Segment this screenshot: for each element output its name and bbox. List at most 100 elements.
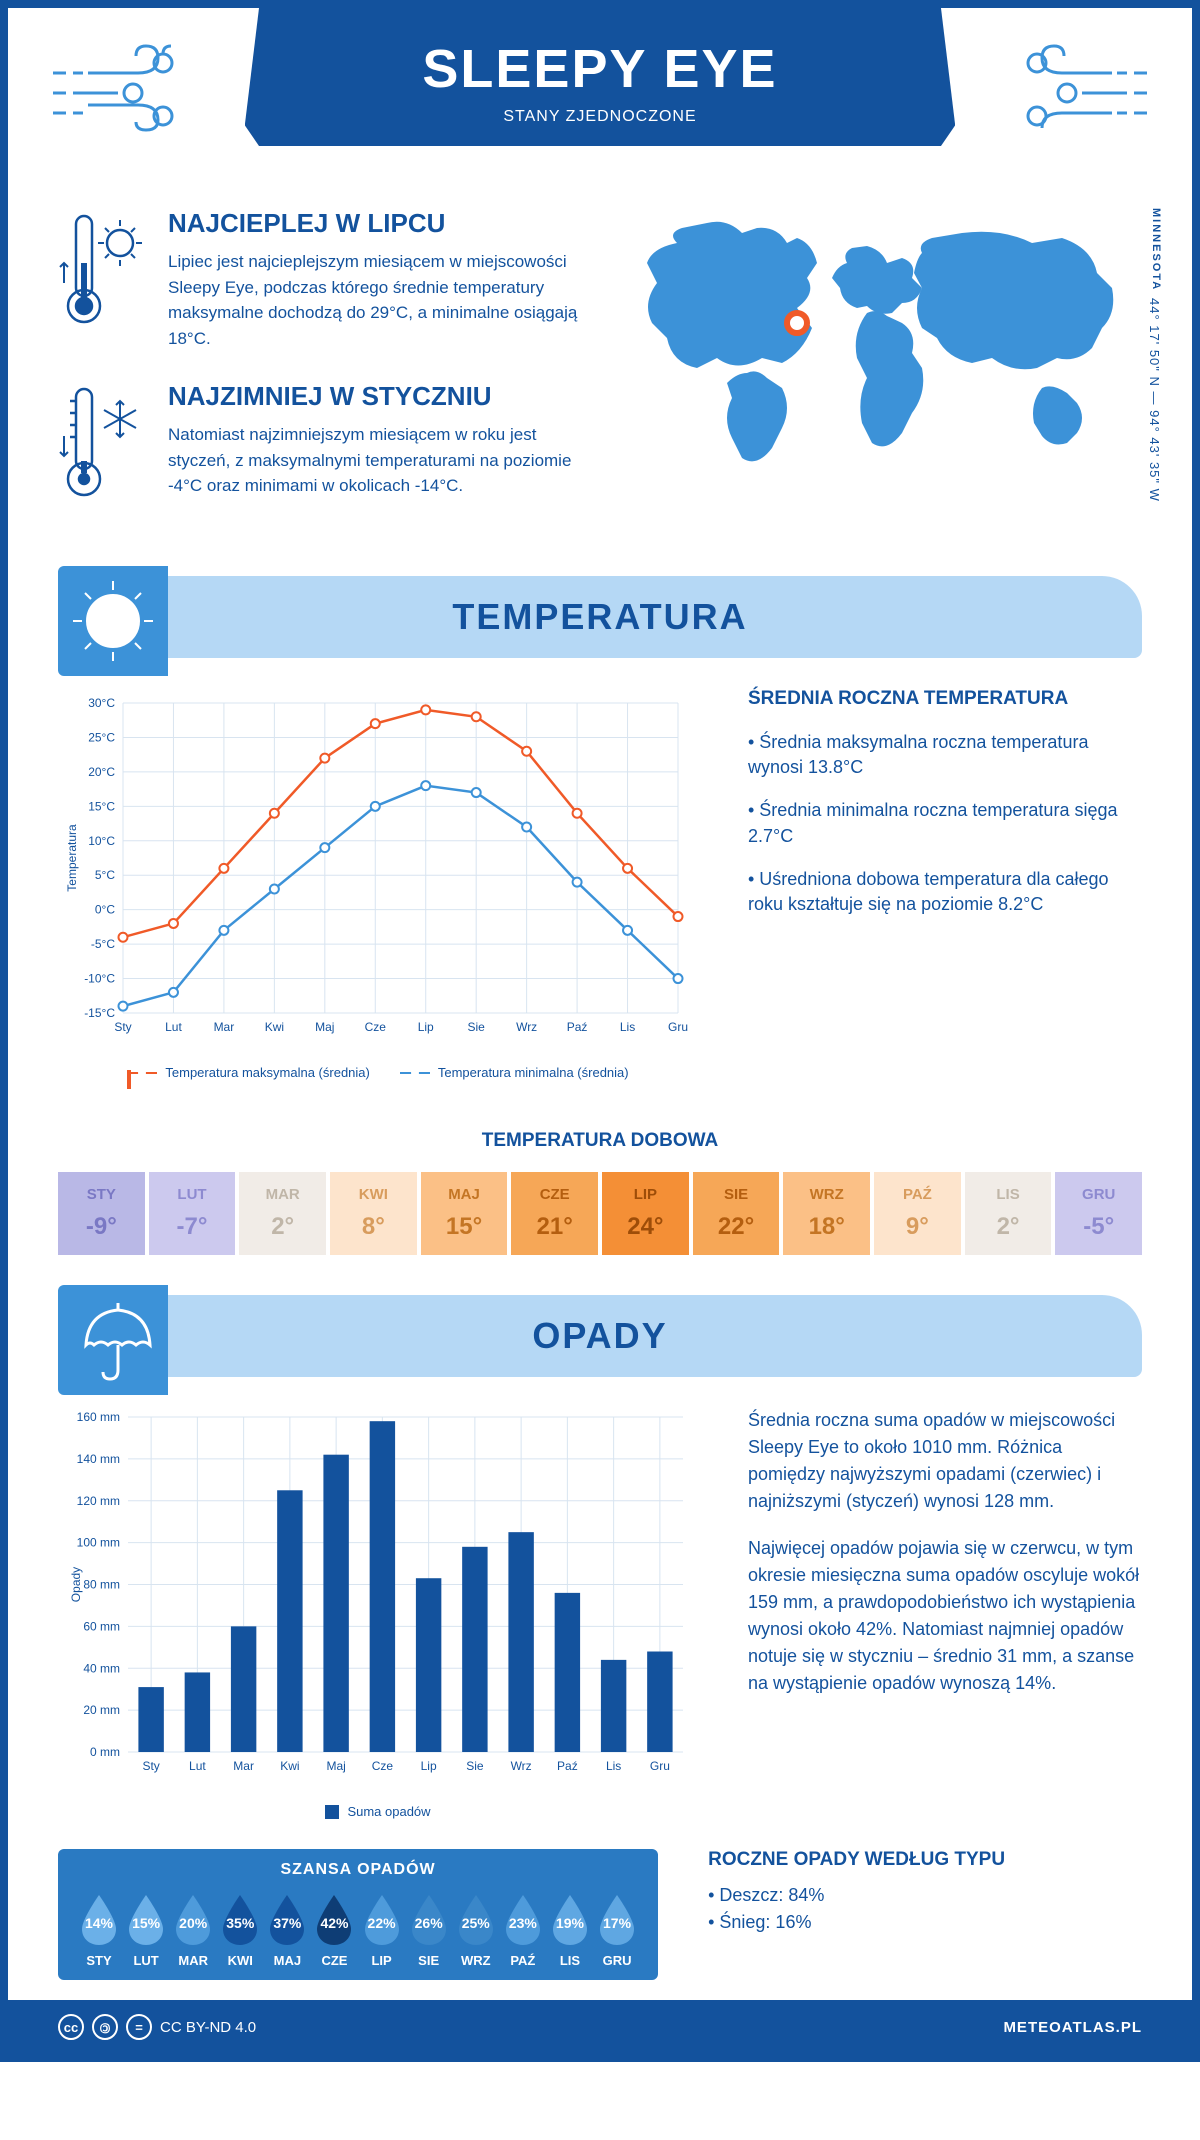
svg-text:10°C: 10°C [88, 834, 115, 848]
legend-max: Temperatura maksymalna (średnia) [165, 1065, 369, 1080]
svg-text:30°C: 30°C [88, 696, 115, 710]
chance-item: 14% STY [76, 1891, 122, 1968]
svg-text:-5°C: -5°C [91, 937, 115, 951]
svg-text:Kwi: Kwi [265, 1020, 284, 1034]
temp-cell: LIS2° [965, 1172, 1056, 1255]
wind-icon [48, 38, 188, 143]
svg-text:Lip: Lip [421, 1759, 437, 1773]
svg-text:Lut: Lut [189, 1759, 206, 1773]
warmest-title: NAJCIEPLEJ W LIPCU [168, 208, 582, 239]
svg-text:Lut: Lut [165, 1020, 182, 1034]
daily-temp-table: STY-9°LUT-7°MAR2°KWI8°MAJ15°CZE21°LIP24°… [58, 1172, 1142, 1255]
temp-cell: MAR2° [239, 1172, 330, 1255]
svg-text:Sie: Sie [466, 1759, 484, 1773]
temp-cell: PAŹ9° [874, 1172, 965, 1255]
temperature-stats: ŚREDNIA ROCZNA TEMPERATURA • Średnia mak… [748, 688, 1142, 1080]
chance-heading: SZANSA OPADÓW [76, 1861, 640, 1879]
daily-temperature: TEMPERATURA DOBOWA STY-9°LUT-7°MAR2°KWI8… [8, 1110, 1192, 1295]
coldest-text: Natomiast najzimniejszym miesiącem w rok… [168, 422, 582, 499]
svg-text:Mar: Mar [214, 1020, 235, 1034]
svg-text:Sie: Sie [468, 1020, 486, 1034]
header: SLEEPY EYE STANY ZJEDNOCZONE [8, 8, 1192, 188]
license-text: CC BY-ND 4.0 [160, 2019, 256, 2036]
temp-cell: LUT-7° [149, 1172, 240, 1255]
svg-text:Opady: Opady [69, 1567, 83, 1602]
chance-item: 17% GRU [594, 1891, 640, 1968]
state-label: MINNESOTA [1150, 208, 1162, 291]
temperature-heading: TEMPERATURA [58, 596, 1142, 638]
svg-text:140 mm: 140 mm [77, 1452, 120, 1466]
svg-text:20 mm: 20 mm [83, 1703, 120, 1717]
world-map: MINNESOTA 44° 17' 50" N — 94° 43' 35" W [622, 208, 1142, 536]
precip-p1: Średnia roczna suma opadów w miejscowośc… [748, 1407, 1142, 1515]
temperature-section-bar: TEMPERATURA [58, 576, 1142, 658]
svg-text:Gru: Gru [668, 1020, 688, 1034]
chance-item: 25% WRZ [453, 1891, 499, 1968]
temp-stats-heading: ŚREDNIA ROCZNA TEMPERATURA [748, 688, 1142, 710]
temp-cell: MAJ15° [421, 1172, 512, 1255]
precipitation-chart: 0 mm20 mm40 mm60 mm80 mm100 mm120 mm140 … [58, 1407, 698, 1819]
subtitle: STANY ZJEDNOCZONE [245, 108, 955, 126]
precipitation-types: ROCZNE OPADY WEDŁUG TYPU • Deszcz: 84% •… [708, 1849, 1142, 1980]
chance-item: 15% LUT [123, 1891, 169, 1968]
chance-item: 26% SIE [406, 1891, 452, 1968]
svg-text:0 mm: 0 mm [90, 1745, 120, 1759]
svg-text:5°C: 5°C [95, 868, 115, 882]
svg-text:Kwi: Kwi [280, 1759, 299, 1773]
svg-text:Paź: Paź [557, 1759, 578, 1773]
header-banner: SLEEPY EYE STANY ZJEDNOCZONE [245, 8, 955, 146]
rain-pct: • Deszcz: 84% [708, 1885, 1142, 1906]
svg-text:Paź: Paź [567, 1020, 588, 1034]
precipitation-content: 0 mm20 mm40 mm60 mm80 mm100 mm120 mm140 … [8, 1377, 1192, 1849]
snow-pct: • Śnieg: 16% [708, 1912, 1142, 1933]
svg-text:Maj: Maj [326, 1759, 345, 1773]
chance-item: 23% PAŹ [500, 1891, 546, 1968]
temp-stat-item: • Średnia maksymalna roczna temperatura … [748, 730, 1142, 780]
thermometer-cold-icon [58, 381, 148, 506]
svg-text:Lis: Lis [606, 1759, 621, 1773]
svg-text:160 mm: 160 mm [77, 1410, 120, 1424]
temp-cell: STY-9° [58, 1172, 149, 1255]
temp-cell: SIE22° [693, 1172, 784, 1255]
footer: cc 🄯 = CC BY-ND 4.0 METEOATLAS.PL [8, 2000, 1192, 2054]
intro-text: NAJCIEPLEJ W LIPCU Lipiec jest najcieple… [58, 208, 582, 536]
temp-stat-item: • Uśredniona dobowa temperatura dla całe… [748, 867, 1142, 917]
temp-cell: WRZ18° [783, 1172, 874, 1255]
temperature-content: -15°C-10°C-5°C0°C5°C10°C15°C20°C25°C30°C… [8, 658, 1192, 1110]
svg-text:80 mm: 80 mm [83, 1578, 120, 1592]
svg-text:Sty: Sty [142, 1759, 159, 1773]
svg-text:Mar: Mar [233, 1759, 254, 1773]
svg-text:Wrz: Wrz [516, 1020, 537, 1034]
precip-legend-label: Suma opadów [347, 1804, 430, 1819]
wind-icon [1012, 38, 1152, 143]
svg-text:0°C: 0°C [95, 903, 115, 917]
precipitation-text: Średnia roczna suma opadów w miejscowośc… [748, 1407, 1142, 1819]
warmest-block: NAJCIEPLEJ W LIPCU Lipiec jest najcieple… [58, 208, 582, 351]
svg-text:20°C: 20°C [88, 765, 115, 779]
temp-cell: KWI8° [330, 1172, 421, 1255]
coldest-block: NAJZIMNIEJ W STYCZNIU Natomiast najzimni… [58, 381, 582, 506]
svg-text:Cze: Cze [365, 1020, 387, 1034]
temp-cell: GRU-5° [1055, 1172, 1142, 1255]
svg-text:60 mm: 60 mm [83, 1619, 120, 1633]
page: SLEEPY EYE STANY ZJEDNOCZONE [0, 0, 1200, 2062]
temp-cell: LIP24° [602, 1172, 693, 1255]
warmest-text: Lipiec jest najcieplejszym miesiącem w m… [168, 249, 582, 351]
temp-cell: CZE21° [511, 1172, 602, 1255]
svg-text:15°C: 15°C [88, 799, 115, 813]
thermometer-hot-icon [58, 208, 148, 351]
svg-text:-15°C: -15°C [84, 1006, 115, 1020]
svg-text:25°C: 25°C [88, 730, 115, 744]
chance-item: 20% MAR [170, 1891, 216, 1968]
svg-text:120 mm: 120 mm [77, 1494, 120, 1508]
site-name: METEOATLAS.PL [1003, 2019, 1142, 2036]
svg-text:Wrz: Wrz [511, 1759, 532, 1773]
chance-item: 42% CZE [311, 1891, 357, 1968]
svg-text:Lip: Lip [418, 1020, 434, 1034]
cc-icon: cc [58, 2014, 84, 2040]
chance-item: 22% LIP [359, 1891, 405, 1968]
by-icon: 🄯 [92, 2014, 118, 2040]
coords-label: 44° 17' 50" N — 94° 43' 35" W [1147, 298, 1162, 502]
world-map-svg [622, 208, 1122, 488]
temperature-chart: -15°C-10°C-5°C0°C5°C10°C15°C20°C25°C30°C… [58, 688, 698, 1080]
